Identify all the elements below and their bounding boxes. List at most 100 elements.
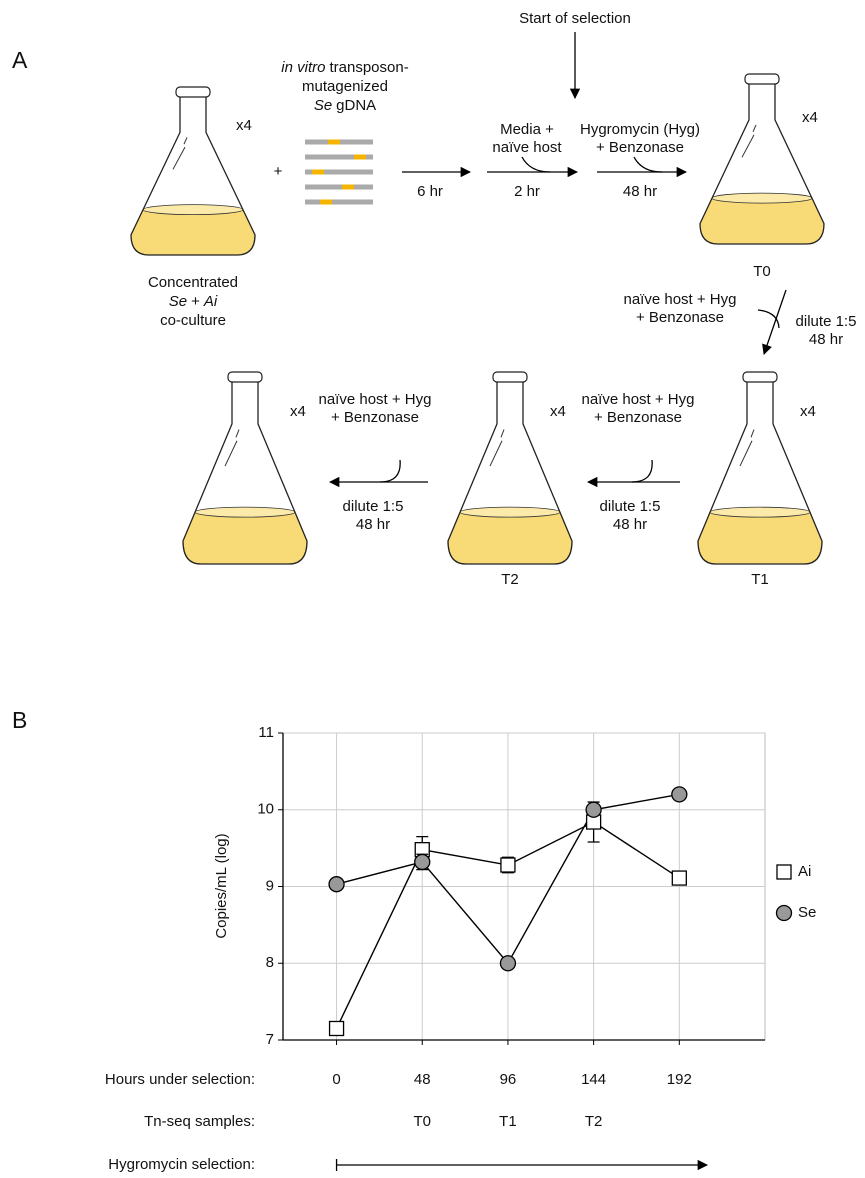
start-label: Start of selection: [519, 10, 631, 27]
step-label: + Benzonase: [636, 309, 724, 326]
point: [672, 871, 686, 885]
flask-lip: [743, 372, 777, 382]
culture-label: co-culture: [160, 312, 226, 329]
flask-lip: [745, 74, 779, 84]
point: [500, 956, 515, 971]
glare: [742, 135, 754, 157]
liquid-surface: [710, 507, 810, 517]
panel-label: B: [12, 707, 27, 733]
glare: [501, 430, 504, 438]
liquid-surface: [712, 193, 812, 203]
hyg-label: Hygromycin selection:: [108, 1156, 255, 1173]
y-tick-label: 10: [257, 801, 274, 818]
replicates: x4: [550, 403, 566, 420]
panel-label: A: [12, 47, 28, 73]
replicates: x4: [290, 403, 306, 420]
step-label: + Benzonase: [331, 409, 419, 426]
flask: [698, 372, 822, 564]
legend-label: Se: [798, 904, 816, 921]
flask: [700, 74, 824, 244]
liquid-surface: [195, 507, 295, 517]
culture-label: Se+Ai: [169, 293, 218, 310]
step-label: naïve host + Hyg: [319, 391, 432, 408]
organism: Ai: [203, 293, 218, 310]
y-tick-label: 8: [266, 954, 274, 971]
point: [672, 787, 687, 802]
dilution: dilute 1:5: [796, 313, 857, 330]
step-label: + Benzonase: [594, 409, 682, 426]
legend-label: Ai: [798, 863, 811, 880]
plus: +: [274, 163, 283, 180]
point: [330, 1021, 344, 1035]
culture-label: Concentrated: [148, 274, 238, 291]
y-tick-label: 11: [258, 724, 274, 741]
replicates: x4: [800, 403, 816, 420]
time: 48 hr: [356, 516, 390, 533]
step-label: + Benzonase: [596, 139, 684, 156]
glare: [753, 125, 756, 132]
legend-marker: [777, 906, 792, 921]
glare: [173, 147, 185, 169]
liquid: [131, 210, 255, 255]
flask: [448, 372, 572, 564]
glare: [184, 137, 187, 144]
glare: [751, 430, 754, 438]
plus: +: [191, 293, 200, 310]
gdna-italic: in vitro: [281, 59, 325, 76]
y-tick-label: 9: [266, 877, 274, 894]
x-tick-label: 192: [667, 1071, 692, 1088]
gdna-label: mutagenized: [302, 78, 388, 95]
organism: Se: [314, 97, 332, 114]
x-tick-label: 0: [332, 1071, 340, 1088]
organism: Se: [169, 293, 187, 310]
x-axis-label: Hours under selection:: [105, 1071, 255, 1088]
gdna-text: gDNA: [336, 97, 376, 114]
point: [415, 854, 430, 869]
x-tick-label: 144: [581, 1071, 606, 1088]
glare: [740, 441, 752, 466]
flask-lip: [228, 372, 262, 382]
flask-lip: [176, 87, 210, 97]
liquid: [448, 512, 572, 564]
timepoint: T2: [501, 571, 519, 588]
flask: [183, 372, 307, 564]
tn-sample: T0: [413, 1113, 431, 1130]
time: 6 hr: [417, 183, 443, 200]
y-tick-label: 7: [266, 1031, 274, 1048]
liquid-surface: [460, 507, 560, 517]
step-label: naïve host: [492, 139, 562, 156]
liquid: [183, 512, 307, 564]
point: [329, 877, 344, 892]
tn-label: Tn-seq samples:: [144, 1113, 255, 1130]
replicates: x4: [236, 117, 252, 134]
tn-sample: T2: [585, 1113, 603, 1130]
step-label: Hygromycin (Hyg): [580, 121, 700, 138]
legend-marker: [777, 865, 791, 879]
figure: A x4 Concentrated Se+Ai co-culture + in …: [0, 0, 865, 1178]
liquid: [700, 198, 824, 244]
time: 48 hr: [809, 331, 843, 348]
step-label: naïve host + Hyg: [582, 391, 695, 408]
dilution: dilute 1:5: [343, 498, 404, 515]
time: 48 hr: [623, 183, 657, 200]
glare: [490, 441, 502, 466]
time: 2 hr: [514, 183, 540, 200]
point: [501, 858, 515, 872]
glare: [236, 430, 239, 438]
timepoint: T0: [753, 263, 771, 280]
step-label: naïve host + Hyg: [624, 291, 737, 308]
liquid-surface: [143, 205, 243, 215]
gdna-text: transposon-: [329, 59, 408, 76]
glare: [225, 441, 237, 466]
y-axis-label: Copies/mL (log): [213, 833, 230, 938]
step-label: Media +: [500, 121, 554, 138]
replicates: x4: [802, 109, 818, 126]
liquid: [698, 512, 822, 564]
x-tick-label: 48: [414, 1071, 431, 1088]
time: 48 hr: [613, 516, 647, 533]
x-tick-label: 96: [500, 1071, 517, 1088]
point: [586, 802, 601, 817]
